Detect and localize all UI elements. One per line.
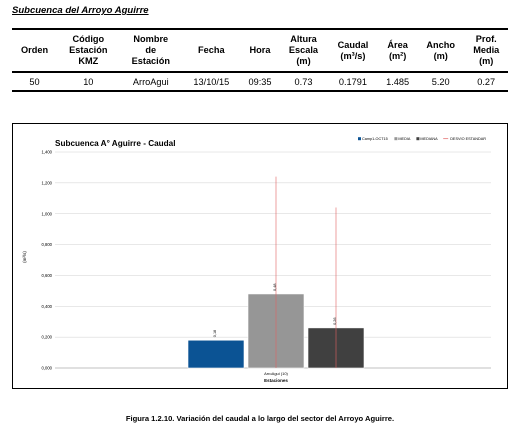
header-text: de [145, 45, 157, 55]
table-header-cell: Orden [12, 29, 57, 72]
header-text: Orden [21, 45, 49, 55]
y-tick-label: 1,400 [42, 150, 53, 155]
header-text: Hora [249, 45, 271, 55]
y-tick-label: 1,000 [42, 211, 53, 216]
header-text: KMZ [78, 56, 99, 66]
section-heading: Subcuenca del Arroyo Aguirre [12, 5, 149, 16]
table-cell: 09:35 [248, 77, 272, 87]
header-text: Prof. [475, 34, 497, 44]
table-cell: 13/10/15 [193, 77, 230, 87]
x-axis-label: Estaciones [264, 378, 288, 383]
header-text: Estación [131, 56, 170, 66]
legend-label: MEDIANA [420, 137, 438, 141]
table-header-cell: Área (m²) [378, 29, 417, 72]
x-tick-label: ArroAgui (10) [264, 371, 288, 376]
table-cell: 10 [83, 77, 94, 87]
chart-svg: Subcuenca A° Aguirre - Caudal Camp1-OCT1… [22, 137, 491, 383]
table-cell: 0.27 [477, 77, 496, 87]
chart-grid: 0,000 0,200 0,400 0,600 0,800 1,000 1,200 1,400 [42, 150, 491, 371]
header-text: Fecha [198, 45, 225, 55]
bar-camp1-oct15 [187, 339, 245, 369]
bar-data-label: 0,26 [333, 317, 337, 324]
table-cell: 50 [29, 77, 40, 87]
table-cell: 0.73 [294, 77, 313, 87]
legend-swatch [416, 137, 420, 141]
header-text: Caudal [337, 39, 369, 50]
table-header-cell: Hora [241, 29, 280, 72]
table-header-cell: Prof. Media (m) [464, 29, 508, 72]
header-text: Área [387, 39, 408, 50]
header-text: (m) [479, 56, 494, 66]
header-text: (m) [433, 50, 448, 61]
discharge-chart: Subcuenca A° Aguirre - Caudal Camp1-OCT1… [12, 123, 508, 389]
table-header-cell: Altura Escala (m) [279, 29, 327, 72]
header-text: Altura [290, 34, 317, 44]
y-tick-label: 0,400 [42, 304, 53, 309]
table-header-cell: Caudal (m³/s) [328, 29, 379, 72]
header-text: (m³/s) [340, 50, 366, 61]
y-tick-label: 1,200 [42, 180, 53, 185]
legend-label: Camp1-OCT15 [362, 137, 388, 141]
figure-caption: Figura 1.2.10. Variación del caudal a lo… [125, 414, 395, 423]
header-text: Estación [69, 45, 108, 55]
legend-label: DESVIO ESTANDAR [450, 137, 486, 141]
table-cell: ArroAgui [132, 77, 169, 87]
y-tick-label: 0,000 [42, 366, 53, 371]
table-row: 50 10 ArroAgui 13/10/15 09:35 0.73 0.1791 1.485… [12, 72, 508, 91]
bar-data-label: 0,48 [273, 284, 277, 291]
table-header-row: Orden Código Estación KMZ Nombre de Estación Fe… [12, 29, 508, 72]
table-header-cell: Código Estación KMZ [57, 29, 119, 72]
y-tick-label: 0,800 [42, 242, 53, 247]
table-cell: 0.1791 [338, 77, 367, 87]
chart-legend: Camp1-OCT15 MEDIA MEDIANA DESVIO ESTANDAR [358, 137, 486, 141]
legend-swatch [358, 137, 361, 141]
header-text: Escala [288, 45, 319, 55]
header-text: Código [72, 34, 105, 44]
bar-data-label: 0,18 [213, 330, 217, 337]
y-axis-label: (m³/s) [22, 251, 27, 263]
table-header-cell: Nombre de Estación [120, 29, 182, 72]
header-text: Ancho [426, 39, 456, 50]
header-text: Media [473, 45, 500, 55]
legend-swatch [394, 137, 398, 141]
chart-bars: 0,18 0,48 0,26 ArroAgui (10) [187, 176, 365, 376]
measurement-table: Orden Código Estación KMZ Nombre de Estación Fe… [12, 28, 508, 92]
header-text: Nombre [133, 34, 169, 44]
header-text: (m²) [388, 50, 407, 61]
table-cell: 5.20 [431, 77, 450, 87]
table-header-cell: Ancho (m) [417, 29, 464, 72]
y-tick-label: 0,200 [42, 335, 53, 340]
chart-title: Subcuenca A° Aguirre - Caudal [55, 139, 176, 148]
header-text: (m) [296, 56, 311, 66]
y-tick-label: 0,600 [42, 273, 53, 278]
table-header-cell: Fecha [182, 29, 241, 72]
legend-label: MEDIA [398, 137, 410, 141]
table-cell: 1.485 [386, 77, 410, 87]
